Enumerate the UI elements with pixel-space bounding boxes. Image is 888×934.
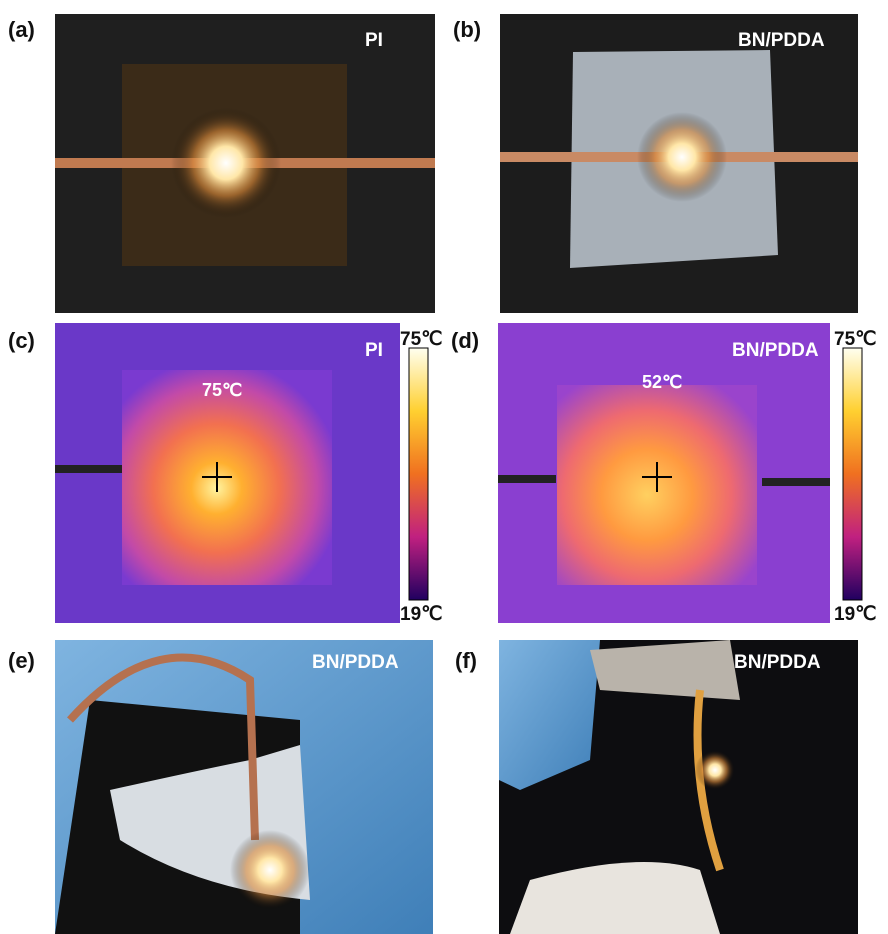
panel-label: (b) bbox=[453, 17, 481, 42]
temperature: 75℃ bbox=[202, 380, 242, 400]
scale-max: 75℃ bbox=[400, 329, 442, 350]
scale-max: 75℃ bbox=[834, 329, 876, 350]
panel-label: (d) bbox=[451, 328, 479, 353]
scale-min: 19℃ bbox=[834, 604, 876, 625]
panel-label: (a) bbox=[8, 17, 35, 42]
figure: (a) PI (b) BN/PDDA (c) PI 75℃ 75℃ 19℃ (d… bbox=[0, 0, 888, 934]
led bbox=[171, 108, 281, 218]
panel-label: (c) bbox=[8, 328, 35, 353]
caption: BN/PDDA bbox=[738, 30, 825, 51]
caption: BN/PDDA bbox=[734, 652, 821, 673]
scale-min: 19℃ bbox=[400, 604, 442, 625]
led bbox=[230, 830, 310, 910]
colorbar bbox=[843, 348, 862, 600]
caption: PI bbox=[365, 340, 383, 361]
panel-label: (e) bbox=[8, 648, 35, 673]
caption: BN/PDDA bbox=[312, 652, 399, 673]
led bbox=[637, 112, 727, 202]
temperature: 52℃ bbox=[642, 372, 682, 392]
led bbox=[695, 750, 735, 790]
caption: BN/PDDA bbox=[732, 340, 819, 361]
panel-label: (f) bbox=[455, 648, 477, 673]
colorbar bbox=[409, 348, 428, 600]
wire bbox=[498, 475, 556, 483]
wire bbox=[55, 465, 122, 473]
wire bbox=[762, 478, 830, 486]
caption: PI bbox=[365, 30, 383, 51]
